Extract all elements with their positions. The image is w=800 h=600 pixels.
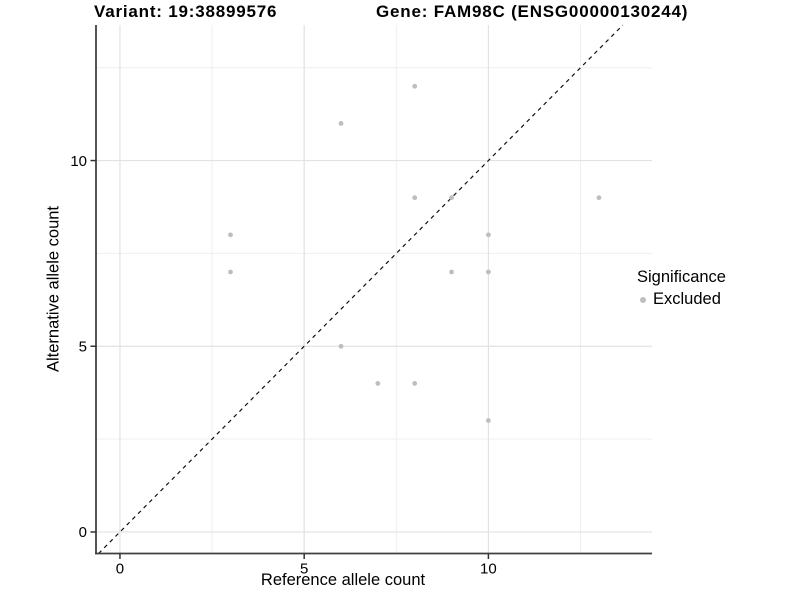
legend-item-excluded: Excluded [637,290,726,309]
data-point [486,418,491,423]
x-tick-label: 0 [116,561,124,578]
data-point [228,269,233,275]
legend-title: Significance [637,268,726,286]
data-point [449,195,454,201]
x-tick-label: 10 [480,561,497,578]
data-point [412,195,418,201]
y-tick-label: 5 [79,338,87,355]
y-tick-label: 10 [70,153,87,170]
data-point [338,343,344,349]
data-point [486,269,491,275]
gene-title: Gene: FAM98C (ENSG00000130244) [376,2,689,21]
data-point [375,380,381,386]
data-point [596,195,602,201]
y-tick-label: 0 [79,524,87,541]
data-point [338,121,344,126]
legend-point-icon [640,296,646,303]
x-tick-label: 5 [300,561,308,578]
legend: Significance Excluded [637,268,726,309]
y-axis-title: Alternative allele count [44,205,63,373]
data-point [449,269,454,275]
data-point [412,380,418,386]
data-point [228,232,233,238]
data-point [412,83,418,89]
identity-reference-line [98,24,624,554]
legend-item-label: Excluded [653,290,721,308]
x-axis-title: Reference allele count [260,571,426,589]
variant-title: Variant: 19:38899576 [94,2,278,21]
data-point [486,232,491,238]
